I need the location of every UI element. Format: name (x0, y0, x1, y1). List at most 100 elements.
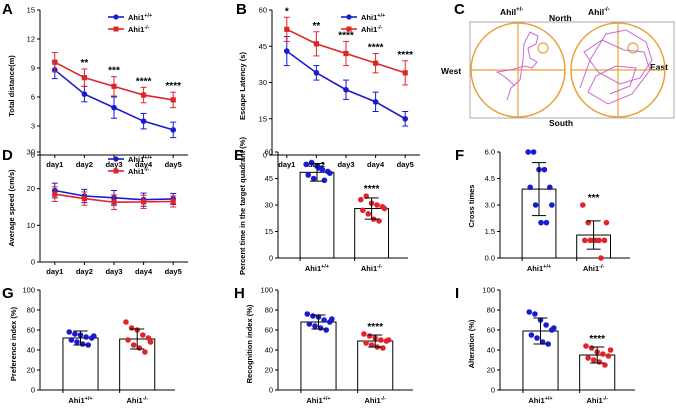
data-point (284, 48, 290, 54)
data-point (539, 339, 546, 345)
data-point (547, 184, 553, 191)
data-point (365, 211, 372, 217)
data-point (140, 118, 147, 124)
bar (300, 321, 337, 391)
data-point (81, 91, 88, 97)
data-point (147, 339, 154, 345)
data-point (545, 341, 552, 347)
y-tick-label: 60 (27, 326, 35, 335)
x-tick-label: day5 (165, 267, 182, 276)
data-point (81, 75, 87, 81)
data-point (303, 161, 309, 168)
y-tick-label: 9 (31, 64, 35, 73)
y-axis-title: Escape Latency (s) (238, 52, 247, 120)
legend-label: Ahi1+/+ (361, 13, 385, 22)
data-point (170, 198, 176, 205)
significance-label: ** (313, 21, 321, 32)
data-point (534, 335, 540, 341)
x-tick-label: Ahi1+/+ (527, 264, 551, 273)
data-point (583, 343, 589, 349)
data-point (525, 149, 531, 155)
panel-letter-f: F (455, 147, 464, 164)
significance-label: *** (108, 66, 120, 77)
significance-label: **** (364, 184, 380, 195)
y-tick-label: 20 (487, 366, 495, 375)
panel-letter-h: H (234, 285, 245, 302)
data-point (74, 339, 80, 345)
panel-a-total-distance: A Total distance(m) 0 3 6 9 12 15 day1 day2 day3… (2, 1, 188, 169)
data-point (141, 92, 147, 98)
swim-path (495, 31, 539, 101)
x-tick-label: Ahi1+/+ (305, 264, 329, 273)
data-point (380, 345, 386, 351)
panel-letter-g: G (2, 285, 14, 302)
data-point (361, 331, 367, 337)
data-point (85, 342, 92, 348)
panel-letter-i: I (455, 285, 459, 302)
panel-g-preference-index: G Preference index (%) 0 20 40 60 80 100 Ahi1+… (2, 285, 175, 405)
data-point (601, 237, 608, 244)
data-point (305, 172, 312, 178)
data-point (306, 321, 313, 327)
data-point (607, 347, 614, 353)
data-point (313, 70, 320, 76)
data-point (321, 177, 328, 184)
x-tick-label: day5 (165, 160, 182, 169)
x-tick-label: day1 (46, 160, 63, 169)
y-tick-label: 45 (265, 174, 273, 183)
y-axis-title: Percent time in the target quadrant (%) (238, 137, 247, 275)
panel-e-target-quadrant: E Percent time in the target quadrant (%… (234, 137, 408, 275)
data-point (385, 337, 392, 343)
y-tick-label: 20 (27, 184, 35, 193)
panel-letter-a: A (2, 1, 13, 18)
data-point (142, 349, 148, 355)
data-point (128, 325, 135, 331)
y-tick-label: 0 (31, 386, 35, 395)
data-point (582, 237, 588, 244)
significance-label: ** (81, 58, 89, 69)
data-point (130, 342, 137, 348)
y-tick-label: 3 (31, 122, 35, 131)
data-point (170, 97, 176, 103)
y-tick-label: 1.5 (485, 227, 495, 236)
data-point (532, 202, 539, 208)
data-point (602, 362, 608, 368)
x-tick-label: day4 (135, 160, 153, 169)
data-point (72, 331, 78, 337)
y-tick-label: 0 (269, 386, 273, 395)
x-tick-label: day3 (337, 160, 354, 169)
data-point (360, 207, 366, 214)
bar (357, 340, 394, 391)
maze-west-label: West (441, 66, 461, 76)
data-point (549, 202, 555, 208)
y-tick-label: 80 (27, 306, 35, 315)
data-point (366, 333, 373, 339)
data-point (170, 127, 176, 133)
maze-frame (469, 21, 675, 119)
data-point (373, 60, 379, 66)
data-point (543, 219, 550, 226)
y-tick-label: 100 (260, 286, 273, 295)
x-tick-label: Ahi1-/- (586, 396, 608, 405)
x-tick-label: Ahi1+/+ (306, 396, 330, 405)
legend-label: Ahi1+/+ (128, 13, 152, 22)
data-point (343, 50, 349, 57)
data-point (587, 237, 594, 244)
y-tick-label: 15 (259, 114, 267, 123)
y-tick-label: 40 (265, 346, 273, 355)
legend-label: Ahi1-/- (361, 25, 383, 34)
data-point (543, 322, 549, 328)
y-tick-label: 60 (265, 148, 273, 157)
data-point (530, 149, 537, 155)
y-axis-title: Total distance(m) (7, 55, 16, 117)
y-axis-title: Cross times (467, 185, 476, 228)
y-tick-label: 30 (27, 148, 35, 157)
data-point (312, 323, 318, 329)
bar (299, 171, 335, 259)
data-point (368, 342, 375, 348)
data-point (321, 317, 327, 323)
y-axis-title: Preference index (%) (9, 306, 18, 381)
y-tick-label: 45 (259, 42, 267, 51)
y-tick-label: 80 (487, 306, 495, 315)
data-point (402, 115, 409, 122)
